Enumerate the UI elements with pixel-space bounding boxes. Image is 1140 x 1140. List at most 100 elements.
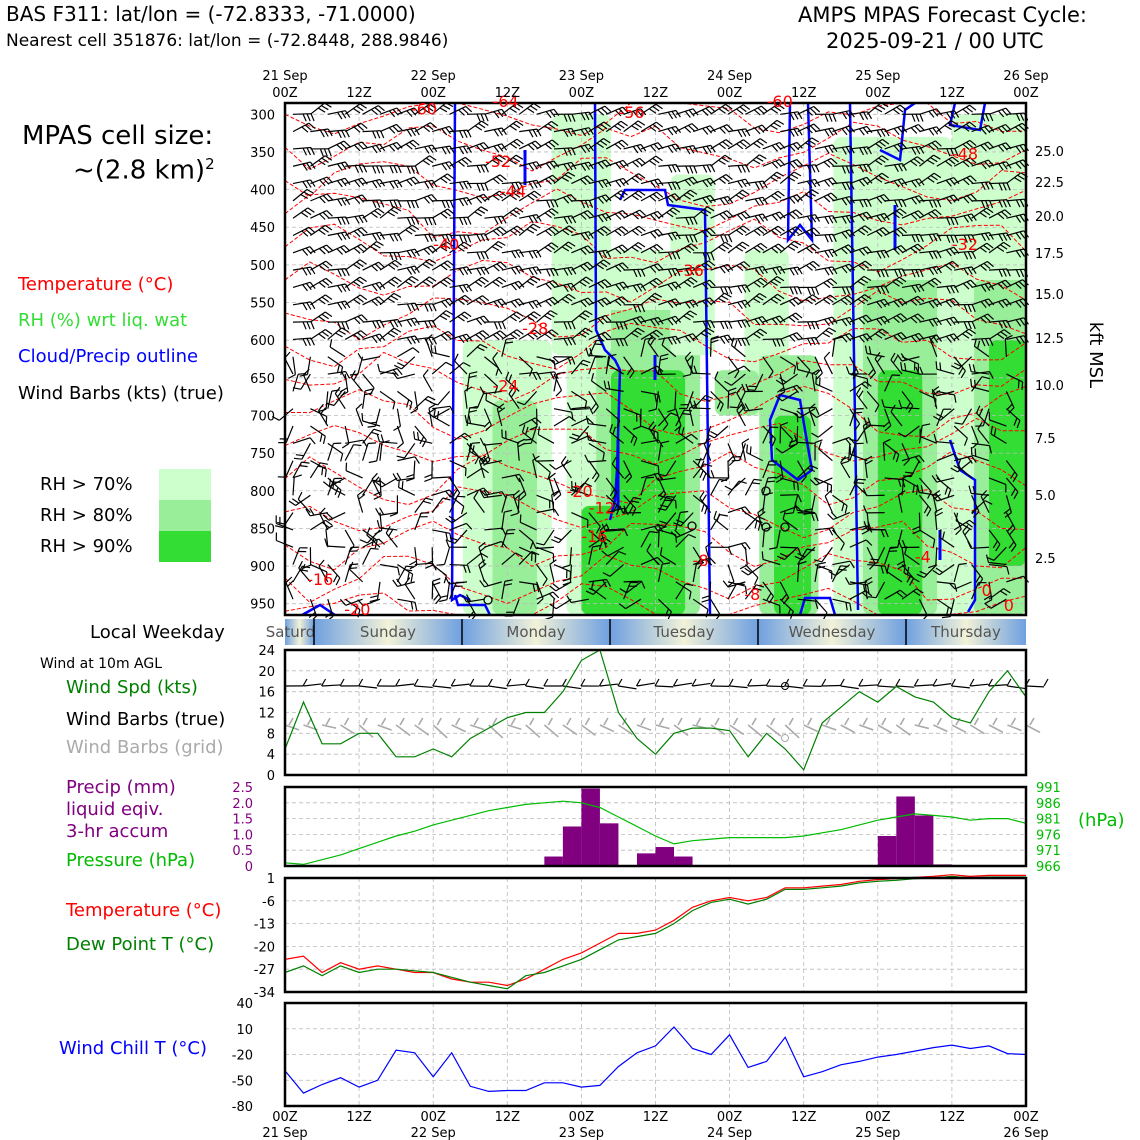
wind-barb [936, 216, 955, 219]
wind-barb-feather [761, 124, 769, 132]
wind-barb-feather [371, 284, 378, 292]
bottom-date-tick: 26 Sep [1003, 1126, 1048, 1140]
wind-barb-feather [548, 141, 556, 148]
wind-barb-feather [728, 234, 733, 243]
wind-barb-feather [554, 494, 562, 501]
wind-barb-feather [615, 162, 622, 170]
wind-barb-feather [702, 473, 707, 481]
wind-barb-feather [337, 302, 343, 310]
wind-barb [744, 547, 748, 566]
wind-barb-feather [328, 478, 331, 487]
wind-barb-feather [689, 217, 694, 225]
wind-barb [484, 460, 502, 465]
wind-barb-feather [649, 266, 657, 273]
wind-barb-feather [626, 367, 633, 376]
wind-barb-feather [301, 230, 309, 237]
wind-barb-feather [515, 552, 523, 558]
wind-barb-feather [544, 246, 552, 253]
bottom-time-tick: 00Z [569, 1110, 595, 1125]
wind-barb-feather [652, 123, 660, 130]
wind-barb-feather [670, 412, 679, 417]
wind-barb [571, 310, 586, 323]
wind-barb [536, 581, 544, 599]
wind-barb [536, 199, 555, 202]
wind-barb-feather [624, 472, 631, 480]
wind-barb [543, 529, 555, 546]
wind-barb [292, 122, 310, 133]
wind-barb [344, 529, 355, 546]
wind-barb-feather [585, 415, 589, 424]
precip-tick-label: 0 [245, 860, 253, 875]
wind-barb-feather [409, 560, 417, 566]
wind-barb [379, 141, 398, 150]
wind-barb [727, 542, 746, 548]
wind-barb-feather [619, 338, 624, 347]
wind-barb-feather [584, 144, 591, 153]
wind-barb-feather [702, 128, 709, 135]
wind-barb-feather [561, 246, 570, 252]
wind-barb-feather [736, 108, 744, 115]
precip-bar [655, 847, 675, 866]
wind-barb [727, 337, 747, 341]
wind-barb-feather [553, 490, 560, 497]
wind-barb [478, 460, 485, 479]
wind-barb-feather [393, 206, 402, 212]
wind-barb-feather [744, 542, 751, 550]
wind-barb-feather [612, 426, 616, 435]
forecast-cycle-date: 2025-09-21 / 00 UTC [826, 29, 1044, 53]
wind-barb [483, 443, 491, 461]
wind-barb-feather [492, 230, 500, 237]
wind-barb-feather [701, 300, 709, 308]
wind-barb-feather [380, 165, 385, 174]
wind-barb-feather [595, 526, 601, 534]
wind-barb-feather [555, 389, 562, 397]
wind-barb [623, 225, 640, 237]
wind-barb-feather [409, 564, 418, 570]
wind-barb [692, 327, 708, 340]
wind-barb-feather [341, 198, 347, 206]
wind-barb-feather [341, 268, 346, 277]
wind-barb-feather [547, 123, 556, 129]
wind-barb-feather [537, 426, 540, 435]
wind-barb-feather [536, 584, 540, 593]
wind-barb-feather [654, 292, 663, 298]
wind-barb-feather [690, 243, 698, 250]
wind-barb [518, 551, 533, 565]
wind-barb [466, 598, 485, 603]
wind-barb [484, 154, 500, 167]
wind-barb [362, 178, 381, 185]
wind-barb [710, 286, 729, 289]
wind-barb-feather [532, 455, 540, 461]
station-title: BAS F311: lat/lon = (-72.8333, -71.0000) [6, 2, 416, 26]
wind-barb-feather [598, 251, 604, 259]
wind-barb [710, 234, 729, 237]
top-time-tick: 00Z [717, 86, 743, 101]
wind-barb-feather [443, 243, 451, 250]
wind-barb-feather [567, 147, 572, 156]
wind-barb [344, 598, 361, 611]
wind-barb-feather [432, 217, 437, 226]
wind-barb [678, 432, 694, 444]
wind-barb [605, 106, 623, 115]
wind-barb-feather [379, 507, 385, 515]
wind-barb-feather [410, 128, 416, 137]
wind-barb [344, 294, 361, 306]
wind-barb-feather [467, 234, 472, 243]
wind-barb-feather [497, 144, 504, 152]
wind-barb-feather [515, 154, 524, 160]
wind-barb-feather [516, 120, 524, 127]
wind-barb-feather [614, 230, 622, 237]
wind-barb [431, 581, 434, 600]
wind-barb-feather [475, 318, 483, 326]
wind-barb [517, 442, 520, 461]
wind-barb [362, 390, 366, 409]
wind-barb-feather [671, 336, 677, 345]
wind-barb-feather [482, 330, 490, 337]
wind-barb-feather [755, 156, 764, 162]
wind-barb-feather [394, 259, 402, 266]
wind-barb-feather [742, 104, 751, 110]
wind-barb [292, 301, 311, 306]
wind-barb [404, 583, 416, 600]
wind-barb-feather [579, 281, 587, 287]
wind-barb [640, 178, 659, 185]
